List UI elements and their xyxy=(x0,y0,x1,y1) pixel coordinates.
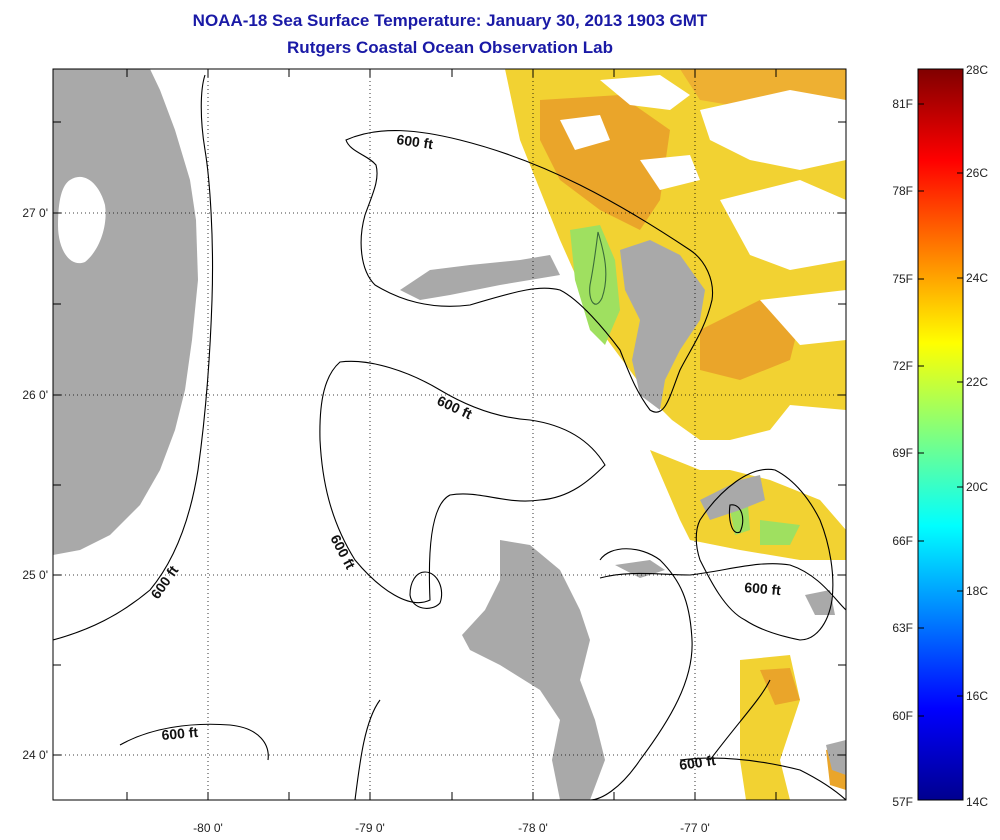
colorbar-c-label: 22C xyxy=(966,375,988,389)
contour-label: 600 ft xyxy=(147,562,181,601)
colorbar-c-label: 20C xyxy=(966,480,988,494)
contour-label: 600 ft xyxy=(161,724,199,743)
colorbar-f-label: 69F xyxy=(892,446,913,460)
colorbar-f-label: 78F xyxy=(892,184,913,198)
contour-label: 600 ft xyxy=(396,131,435,152)
colorbar-f-label: 81F xyxy=(892,97,913,111)
colorbar-c-label: 26C xyxy=(966,166,988,180)
colorbar-f-label: 57F xyxy=(892,795,913,809)
latitude-label: 25 0' xyxy=(22,568,48,582)
latitude-label: 26 0' xyxy=(22,388,48,402)
colorbar-c-label: 14C xyxy=(966,795,988,809)
contour-label: 600 ft xyxy=(678,752,717,773)
longitude-label: -80 0' xyxy=(193,821,223,835)
sst-swath xyxy=(505,69,846,800)
colorbar-f-label: 75F xyxy=(892,272,913,286)
longitude-label: -79 0' xyxy=(355,821,385,835)
map-subtitle: Rutgers Coastal Ocean Observation Lab xyxy=(287,38,613,57)
axis-ticks xyxy=(53,69,846,800)
graticule xyxy=(53,69,846,800)
contour-label: 600 ft xyxy=(744,579,782,598)
colorbar-c-label: 18C xyxy=(966,584,988,598)
colorbar-ticks xyxy=(918,103,963,717)
lake-okeechobee xyxy=(58,176,106,264)
contour-label: 600 ft xyxy=(435,392,475,422)
latitude-label: 24 0' xyxy=(22,748,48,762)
colorbar-f-label: 63F xyxy=(892,621,913,635)
map-title: NOAA-18 Sea Surface Temperature: January… xyxy=(192,11,708,30)
colorbar-c-label: 28C xyxy=(966,63,988,77)
colorbar xyxy=(917,68,964,801)
map-frame xyxy=(52,68,847,801)
longitude-label: -77 0' xyxy=(680,821,710,835)
longitude-label: -78 0' xyxy=(518,821,548,835)
latitude-label: 27 0' xyxy=(22,206,48,220)
contour-label: 600 ft xyxy=(327,532,358,572)
colorbar-f-label: 60F xyxy=(892,709,913,723)
bathymetry-contours xyxy=(53,74,846,800)
colorbar-f-label: 66F xyxy=(892,534,913,548)
colorbar-c-label: 16C xyxy=(966,689,988,703)
colorbar-f-label: 72F xyxy=(892,359,913,373)
colorbar-c-label: 24C xyxy=(966,271,988,285)
